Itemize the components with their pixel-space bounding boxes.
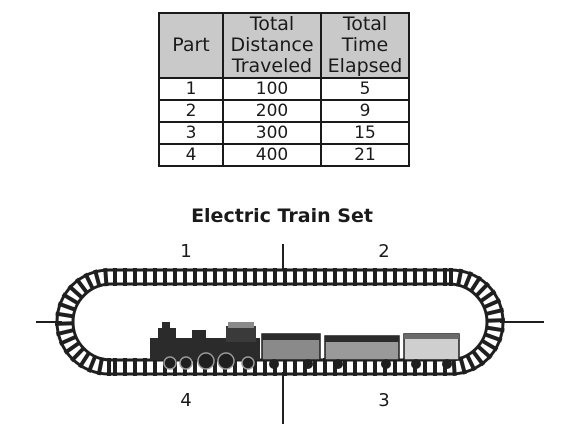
cell-distance: 100	[222, 77, 322, 101]
coal-car	[324, 335, 400, 369]
part-label-2: 2	[378, 241, 390, 262]
header-distance-line-3: Traveled	[231, 55, 313, 77]
train-data-table: Part Total Distance Traveled Total Time …	[158, 12, 410, 167]
train	[150, 322, 460, 370]
cell-time: 9	[320, 99, 410, 123]
header-part: Part	[158, 12, 224, 79]
cell-distance: 300	[222, 121, 322, 145]
hopper-car	[403, 333, 460, 369]
outer-rail	[55, 268, 505, 376]
part-label-3: 3	[378, 390, 390, 411]
cell-distance: 400	[222, 143, 322, 167]
header-distance-line-2: Distance	[230, 34, 314, 56]
header-time-line-3: Elapsed	[327, 55, 403, 77]
table-row: 3 300 15	[158, 121, 410, 145]
cell-part: 3	[158, 121, 224, 145]
diagram-title: Electric Train Set	[191, 205, 373, 227]
part-label-4: 4	[180, 390, 192, 411]
header-time-line-1: Total	[342, 13, 388, 35]
locomotive	[150, 322, 260, 370]
tender-car	[261, 333, 321, 369]
header-part-line: Part	[172, 34, 210, 56]
header-total-distance: Total Distance Traveled	[222, 12, 322, 79]
table-header-row: Part Total Distance Traveled Total Time …	[158, 12, 410, 79]
header-time-line-2: Time	[341, 34, 389, 56]
header-distance-line-1: Total	[249, 13, 295, 35]
cell-time: 5	[320, 77, 410, 101]
cell-distance: 200	[222, 99, 322, 123]
header-total-time: Total Time Elapsed	[320, 12, 410, 79]
cell-part: 2	[158, 99, 224, 123]
cell-part: 1	[158, 77, 224, 101]
table-row: 4 400 21	[158, 143, 410, 167]
cell-time: 21	[320, 143, 410, 167]
part-label-1: 1	[180, 241, 192, 262]
table-row: 2 200 9	[158, 99, 410, 123]
cell-time: 15	[320, 121, 410, 145]
table-row: 1 100 5	[158, 77, 410, 101]
cell-part: 4	[158, 143, 224, 167]
